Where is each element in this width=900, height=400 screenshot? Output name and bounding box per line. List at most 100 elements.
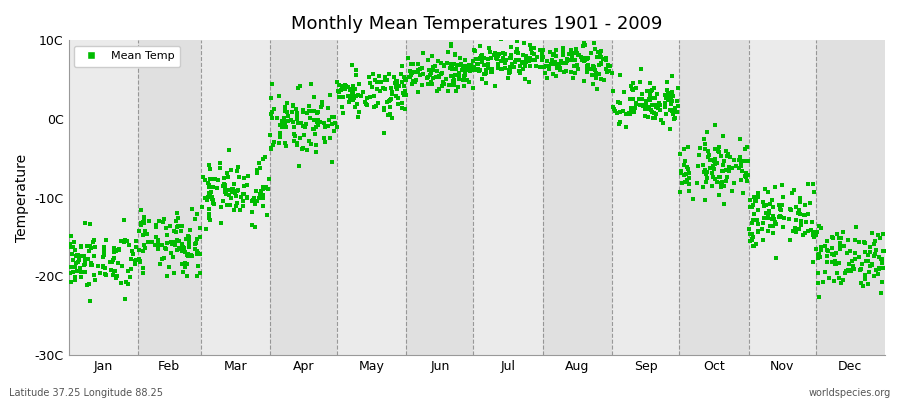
Point [118,237,132,243]
Point [315,99,329,106]
Point [69,252,84,258]
Point [230,188,244,194]
Point [158,245,172,251]
Point [716,162,731,168]
Point [245,209,259,216]
Point [716,168,731,174]
Point [298,124,312,130]
Point [682,181,697,187]
Point [454,67,469,73]
Point [724,165,739,172]
Point [515,60,529,66]
Point [318,124,332,130]
Point [566,57,580,64]
Point [485,69,500,75]
Point [545,52,560,58]
Point [751,206,765,213]
Point [843,268,858,274]
Point [457,73,472,79]
Point [64,264,78,270]
Point [600,62,615,68]
Point [412,66,427,72]
Point [861,258,876,264]
Point [256,184,270,190]
Point [768,184,782,190]
Point [307,116,321,123]
Point [626,96,641,103]
Point [698,136,712,143]
Point [426,75,440,81]
Point [74,268,88,275]
Point [810,229,824,235]
Point [649,102,663,108]
Point [385,91,400,97]
Point [817,243,832,249]
Point [544,57,559,63]
Point [865,262,879,268]
Point [257,154,272,160]
Point [440,60,454,66]
Point [445,62,459,68]
Point [441,49,455,55]
Point [566,50,580,56]
Point [247,194,261,201]
Point [872,264,886,271]
Point [401,54,416,61]
Point [666,106,680,113]
Point [693,145,707,151]
Point [370,86,384,92]
Point [302,138,316,144]
Point [678,158,692,164]
Point [749,198,763,204]
Point [103,259,117,265]
Point [279,100,293,106]
Point [431,57,446,64]
Point [444,61,458,68]
Point [466,58,481,64]
Point [576,78,590,84]
Point [824,259,839,266]
Point [665,72,680,79]
Point [560,58,574,65]
Point [382,97,397,104]
Point [266,105,281,112]
Point [296,144,310,151]
Point [567,63,581,69]
Point [863,249,878,255]
Point [610,110,625,116]
Point [129,244,143,251]
Point [306,108,320,114]
Point [272,139,286,146]
Point [742,204,757,211]
Point [395,63,410,70]
Point [556,52,571,58]
Point [74,243,88,250]
Point [155,256,169,262]
Point [705,183,719,189]
Point [69,268,84,275]
Point [775,202,789,208]
Point [410,68,424,75]
Point [861,252,876,258]
Point [98,237,112,244]
Point [707,176,722,182]
Point [194,204,209,210]
Point [453,55,467,61]
Point [117,239,131,245]
Point [646,85,661,92]
Point [378,74,392,80]
Point [839,268,853,274]
Point [508,49,523,55]
Point [464,65,479,72]
Point [190,211,204,218]
Point [527,45,542,52]
Point [658,92,672,98]
Point [334,87,348,93]
Point [364,80,378,86]
Point [416,71,430,78]
Point [135,232,149,239]
Point [96,264,111,270]
Point [677,146,691,152]
Point [398,76,412,82]
Point [518,62,532,69]
